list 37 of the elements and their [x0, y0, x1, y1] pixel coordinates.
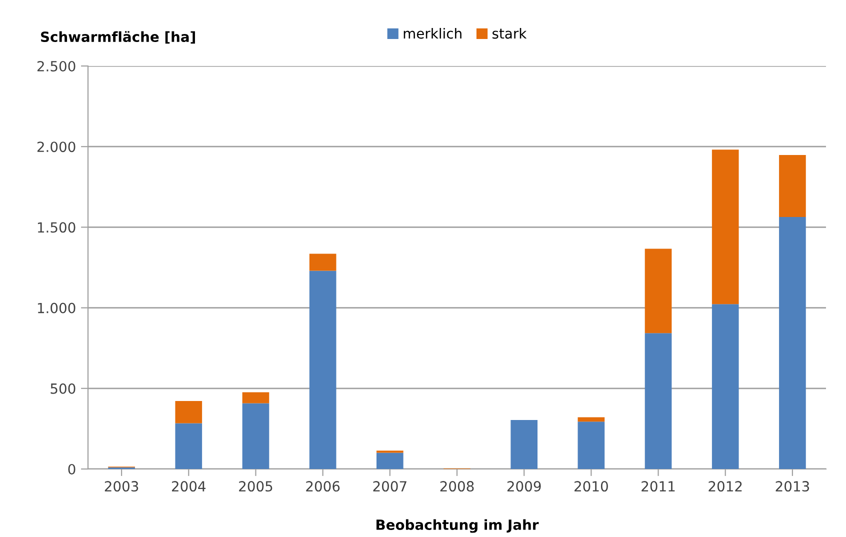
y-axis-title: Schwarmfläche [ha]: [40, 31, 195, 44]
x-tick-label: 2012: [708, 481, 742, 492]
x-tick-label: 2011: [642, 481, 675, 492]
bar: [644, 248, 672, 334]
y-tick-label: 1.500: [38, 222, 76, 233]
bar: [779, 154, 806, 218]
bar: [578, 417, 605, 422]
legend-label: merklich: [404, 28, 462, 39]
bar: [578, 422, 605, 469]
y-tick-label: 1.000: [38, 302, 76, 314]
x-tick-label: 2009: [507, 481, 541, 492]
bar: [779, 217, 806, 469]
bar: [644, 333, 672, 469]
bar: [309, 270, 336, 469]
bar: [242, 392, 270, 404]
x-tick-label: 2010: [574, 481, 608, 492]
x-axis-title: Beobachtung im Jahr: [376, 519, 539, 533]
x-tick-label: 2003: [104, 481, 138, 492]
bar: [712, 304, 739, 469]
x-tick-label: 2005: [239, 481, 272, 492]
legend-label: stark: [492, 28, 527, 39]
x-tick-label: 2007: [373, 481, 406, 492]
bar: [309, 254, 336, 271]
x-tick-label: 2004: [172, 481, 206, 492]
x-tick-label: 2008: [440, 481, 474, 492]
bar: [510, 420, 538, 469]
bar: [712, 150, 739, 304]
bar: [175, 400, 202, 424]
x-tick-label: 2006: [306, 481, 340, 492]
bar: [376, 452, 404, 469]
y-tick-label: 2.000: [37, 142, 76, 152]
y-tick-label: 500: [50, 383, 76, 394]
bar: [242, 403, 270, 469]
x-tick-label: 2013: [776, 481, 810, 492]
bar: [175, 423, 202, 469]
y-tick-label: 2.500: [37, 60, 76, 72]
y-tick-label: 0: [68, 464, 76, 474]
